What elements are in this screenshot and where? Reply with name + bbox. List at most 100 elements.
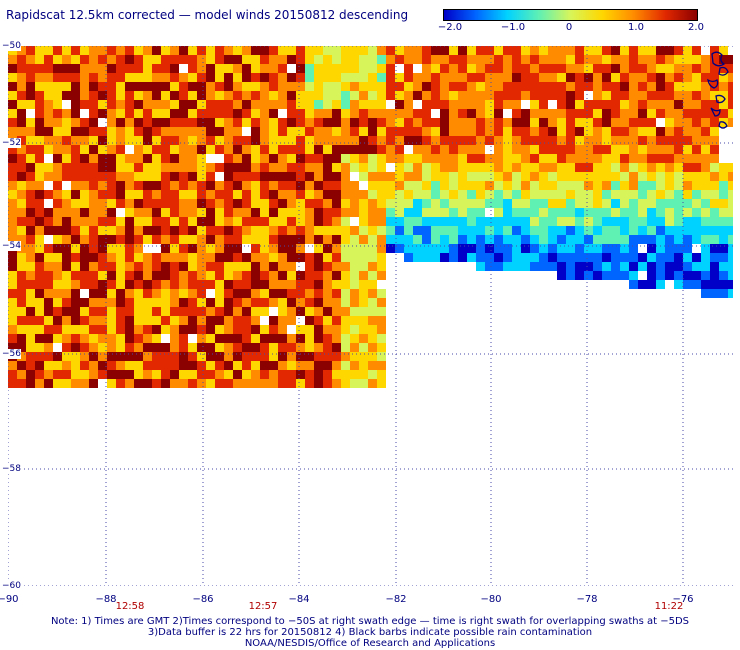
wind-cell [476, 190, 485, 199]
wind-cell [116, 289, 125, 298]
wind-cell [197, 136, 206, 145]
wind-cell [647, 190, 656, 199]
wind-cell [692, 145, 701, 154]
wind-cell [728, 253, 733, 262]
wind-cell [413, 190, 422, 199]
wind-cell [53, 217, 62, 226]
wind-cell [512, 91, 521, 100]
wind-cell [206, 163, 215, 172]
wind-cell [296, 217, 305, 226]
wind-cell [107, 280, 116, 289]
wind-cell [125, 46, 134, 55]
wind-cell [179, 334, 188, 343]
wind-cell [35, 271, 44, 280]
wind-cell [593, 82, 602, 91]
wind-cell [35, 244, 44, 253]
wind-cell [197, 73, 206, 82]
wind-cell [179, 298, 188, 307]
wind-cell [188, 199, 197, 208]
wind-cell [692, 100, 701, 109]
wind-cell [359, 352, 368, 361]
wind-cell [116, 244, 125, 253]
wind-cell [188, 172, 197, 181]
wind-cell [134, 172, 143, 181]
wind-cell [629, 208, 638, 217]
wind-cell [701, 154, 710, 163]
wind-cell [566, 136, 575, 145]
wind-cell [125, 298, 134, 307]
wind-cell [143, 55, 152, 64]
wind-cell [728, 181, 733, 190]
wind-cell [125, 109, 134, 118]
wind-cell [701, 46, 710, 55]
wind-cell [539, 199, 548, 208]
wind-cell [575, 262, 584, 271]
wind-cell [98, 334, 107, 343]
wind-cell [242, 208, 251, 217]
wind-cell [17, 82, 26, 91]
wind-cell [494, 208, 503, 217]
wind-cell [170, 118, 179, 127]
wind-cell [107, 163, 116, 172]
wind-cell [125, 262, 134, 271]
wind-cell [584, 55, 593, 64]
wind-cell [674, 181, 683, 190]
wind-cell [494, 217, 503, 226]
wind-cell [359, 253, 368, 262]
wind-cell [692, 154, 701, 163]
wind-cell [170, 154, 179, 163]
wind-cell [269, 46, 278, 55]
wind-cell [413, 154, 422, 163]
wind-cell [584, 181, 593, 190]
wind-cell [710, 46, 719, 55]
wind-cell [710, 190, 719, 199]
wind-cell [215, 199, 224, 208]
wind-cell [341, 46, 350, 55]
wind-cell [584, 226, 593, 235]
wind-cell [233, 307, 242, 316]
wind-cell [332, 298, 341, 307]
wind-cell [26, 343, 35, 352]
wind-cell [287, 55, 296, 64]
wind-cell [701, 55, 710, 64]
wind-cell [386, 163, 395, 172]
wind-cell [8, 118, 17, 127]
wind-cell [368, 334, 377, 343]
wind-cell [71, 136, 80, 145]
wind-cell [242, 118, 251, 127]
wind-cell [71, 154, 80, 163]
wind-cell [530, 181, 539, 190]
wind-cell [512, 127, 521, 136]
wind-cell [431, 190, 440, 199]
wind-cell [530, 244, 539, 253]
wind-cell [530, 127, 539, 136]
wind-cell [278, 91, 287, 100]
wind-cell [332, 181, 341, 190]
wind-cell [386, 145, 395, 154]
wind-cell [314, 361, 323, 370]
wind-cell [287, 217, 296, 226]
wind-cell [719, 199, 728, 208]
wind-cell [611, 271, 620, 280]
wind-cell [728, 244, 733, 253]
wind-cell [197, 307, 206, 316]
wind-cell [197, 127, 206, 136]
wind-cell [359, 316, 368, 325]
wind-cell [458, 100, 467, 109]
wind-cell [71, 361, 80, 370]
wind-cell [125, 217, 134, 226]
wind-cell [395, 235, 404, 244]
wind-cell [107, 316, 116, 325]
wind-cell [44, 235, 53, 244]
wind-cell [125, 316, 134, 325]
wind-cell [440, 109, 449, 118]
wind-cell [377, 217, 386, 226]
wind-cell [215, 235, 224, 244]
wind-cell [530, 235, 539, 244]
wind-cell [350, 352, 359, 361]
wind-cell [296, 136, 305, 145]
wind-cell [287, 73, 296, 82]
wind-cell [629, 235, 638, 244]
wind-cell [170, 343, 179, 352]
wind-cell [224, 271, 233, 280]
